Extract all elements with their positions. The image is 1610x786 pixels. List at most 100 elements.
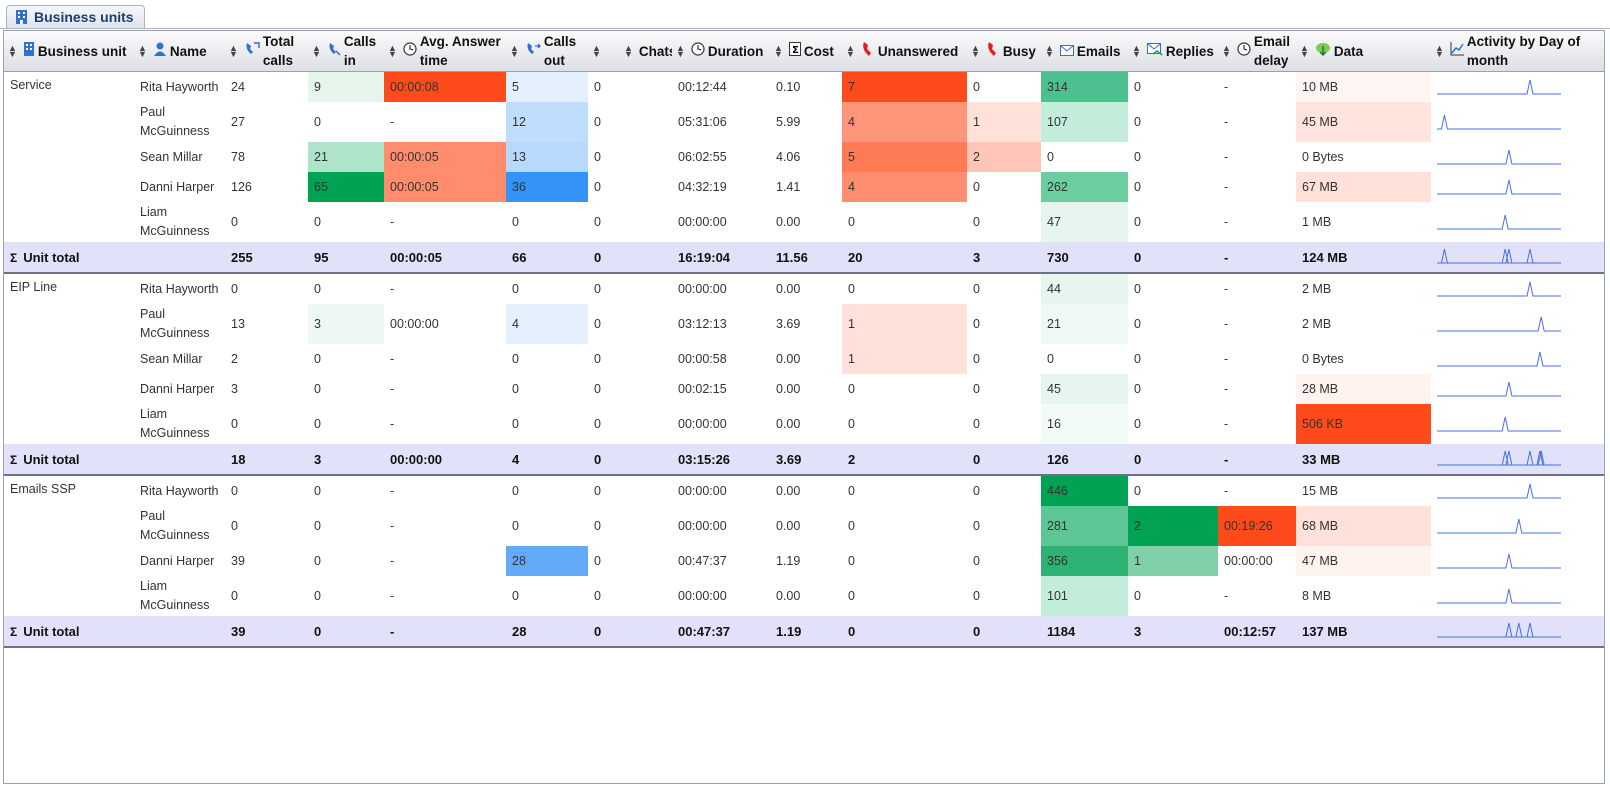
agent-name[interactable]: Paul McGuinness bbox=[140, 307, 210, 340]
cell-aat: - bbox=[390, 352, 395, 366]
table-row[interactable]: Sean Millar 2 0-0 0 00:00:58 0.00 1 0 0 0-0 Bytes bbox=[4, 344, 1604, 374]
agent-name[interactable]: Rita Hayworth bbox=[140, 79, 219, 94]
agent-name[interactable]: Sean Millar bbox=[140, 351, 203, 366]
table-row[interactable]: Danni Harper 39 0 - 28 0 00:47:37 1.19 0 0 356 1 00:… bbox=[4, 546, 1604, 576]
total-cell-total: 255 bbox=[225, 242, 308, 274]
column-header-unit[interactable]: ▲ ▼ Business unit bbox=[4, 31, 134, 72]
table-row[interactable]: Liam McGuinness 0 0 - 0 0 00:00:00 0.00 0 0 16 0 - 50… bbox=[4, 404, 1604, 444]
cell-out: 13 bbox=[506, 142, 588, 172]
table-row[interactable]: Liam McGuinness 0 0 - 0 0 00:00:00 0.00 0 0 47 0 - 1 … bbox=[4, 202, 1604, 242]
clock-icon bbox=[691, 41, 705, 61]
cell-cost: 0.00 bbox=[776, 382, 801, 396]
unit-total-text: Unit total bbox=[23, 451, 80, 467]
business-units-tab[interactable]: Business units bbox=[6, 5, 145, 28]
column-header-out[interactable]: ▲ ▼ Calls out bbox=[506, 31, 588, 72]
table-row[interactable]: Service Rita Hayworth 24 9 00:00:08 5 0 00:12:4… bbox=[4, 71, 1604, 102]
cell-activity bbox=[1431, 475, 1604, 506]
sort-arrows-icon[interactable]: ▲ ▼ bbox=[1132, 43, 1141, 59]
cell-busy: 0 bbox=[973, 352, 980, 366]
sort-arrows-icon[interactable]: ▲ ▼ bbox=[229, 43, 238, 59]
sort-arrows-icon[interactable]: ▲ ▼ bbox=[774, 43, 783, 59]
column-header-label: Calls out bbox=[543, 34, 577, 68]
table-row[interactable]: Sean Millar 78 21 00:00:05 13 0 06:02:55 4.06 5 2… bbox=[4, 142, 1604, 172]
sort-arrows-icon[interactable]: ▲ ▼ bbox=[312, 43, 321, 59]
table-row[interactable]: EIP Line Rita Hayworth 0 0 - 0 0 00:00:00 0.00 0 0… bbox=[4, 273, 1604, 304]
table-row[interactable]: Emails SSP Rita Hayworth 0 0 - 0 0 00:00:00 0.00… bbox=[4, 475, 1604, 506]
column-header-busy[interactable]: ▲ ▼ Busy bbox=[967, 31, 1041, 72]
sort-arrows-icon[interactable]: ▲ ▼ bbox=[138, 43, 147, 59]
total-cell-edelay: 00:12:57 bbox=[1218, 616, 1296, 648]
column-header-act[interactable]: ▲ ▼ Activity by Day of month bbox=[1431, 31, 1604, 72]
agent-name[interactable]: Danni Harper bbox=[140, 381, 215, 396]
sort-arrows-icon[interactable]: ▲ ▼ bbox=[1300, 43, 1309, 59]
agent-name[interactable]: Sean Millar bbox=[140, 149, 203, 164]
column-header-aat[interactable]: ▲ ▼ Avg. Answer time bbox=[384, 31, 506, 72]
sort-arrows-icon[interactable]: ▲ ▼ bbox=[1222, 43, 1231, 59]
total-cell-out: 28 bbox=[506, 616, 588, 648]
column-header-emails[interactable]: ▲ ▼ Emails bbox=[1041, 31, 1128, 72]
column-header-edelay[interactable]: ▲ ▼ Email delay bbox=[1218, 31, 1296, 72]
cell-total: 24 bbox=[231, 80, 245, 94]
sort-arrows-icon[interactable]: ▲ ▼ bbox=[1435, 43, 1444, 59]
column-header-label: Chats bbox=[638, 43, 677, 59]
cell-data: 8 MB bbox=[1302, 589, 1332, 603]
agent-name[interactable]: Danni Harper bbox=[140, 553, 215, 568]
agent-name[interactable]: Liam McGuinness bbox=[140, 407, 210, 440]
column-header-cost[interactable]: ▲ ▼ Σ Cost bbox=[770, 31, 842, 72]
sort-arrows-icon[interactable]: ▲ ▼ bbox=[971, 43, 980, 59]
agent-name[interactable]: Rita Hayworth bbox=[140, 483, 219, 498]
table-row[interactable]: Paul McGuinness 0 0 - 0 0 00:00:00 0.00 0 0 281 2 00… bbox=[4, 506, 1604, 546]
cell-unans: 0 bbox=[848, 417, 855, 431]
column-header-in[interactable]: ▲ ▼ Calls in bbox=[308, 31, 384, 72]
column-header-replies[interactable]: ▲ ▼ Replies bbox=[1128, 31, 1218, 72]
cell-replies: 0 bbox=[1134, 215, 1141, 229]
total-cell-chats bbox=[620, 444, 672, 476]
column-header-x[interactable]: ▲ ▼ bbox=[588, 31, 620, 72]
phone-in-icon bbox=[327, 41, 341, 62]
cell-out: 36 bbox=[506, 172, 588, 202]
table-row[interactable]: Paul McGuinness 27 0 - 12 0 05:31:06 5.99 4 1 107 0… bbox=[4, 102, 1604, 142]
agent-name[interactable]: Liam McGuinness bbox=[140, 579, 210, 612]
sort-arrows-icon[interactable]: ▲ ▼ bbox=[1045, 43, 1054, 59]
cell-busy: 0 bbox=[973, 589, 980, 603]
cell-activity bbox=[1431, 344, 1604, 374]
cell-x: 0 bbox=[594, 589, 601, 603]
sort-arrows-icon[interactable]: ▲ ▼ bbox=[8, 43, 17, 59]
cell-replies: 0 bbox=[1134, 589, 1141, 603]
sort-arrows-icon[interactable]: ▲ ▼ bbox=[846, 43, 855, 59]
column-header-total[interactable]: ▲ ▼ Total calls bbox=[225, 31, 308, 72]
column-header-unans[interactable]: ▲ ▼ Unanswered bbox=[842, 31, 967, 72]
sort-arrows-icon[interactable]: ▲ ▼ bbox=[676, 43, 685, 59]
column-header-label: Calls in bbox=[343, 34, 377, 68]
cell-aat: - bbox=[390, 554, 395, 568]
table-row[interactable]: Liam McGuinness 0 0 - 0 0 00:00:00 0.00 0 0 101 0 - 8… bbox=[4, 576, 1604, 616]
sort-arrows-icon[interactable]: ▲ ▼ bbox=[592, 43, 601, 59]
unit-total-text: Unit total bbox=[23, 623, 80, 639]
table-row[interactable]: Danni Harper 126 65 00:00:05 36 0 04:32:19 1.41… bbox=[4, 172, 1604, 202]
sort-arrows-icon[interactable]: ▲ ▼ bbox=[388, 43, 397, 59]
column-header-dur[interactable]: ▲ ▼ Duration bbox=[672, 31, 770, 72]
cell-x: 0 bbox=[594, 115, 601, 129]
cell-in: 0 bbox=[314, 352, 321, 366]
agent-name[interactable]: Paul McGuinness bbox=[140, 509, 210, 542]
total-cell-busy: 0 bbox=[967, 616, 1041, 648]
column-header-name[interactable]: ▲ ▼ Name bbox=[134, 31, 225, 72]
agent-name[interactable]: Liam McGuinness bbox=[140, 205, 210, 238]
column-header-chats[interactable]: ▲ ▼ Chats bbox=[620, 31, 676, 72]
total-cell-chats bbox=[620, 616, 672, 648]
table-row[interactable]: Paul McGuinness 13 3 00:00:00 4 0 03:12:13 3.69… bbox=[4, 304, 1604, 344]
cell-x: 0 bbox=[594, 80, 601, 94]
table-row[interactable]: Danni Harper 3 0 - 0 0 00:02:15 0.00 0 0 45 0 - 28 MB bbox=[4, 374, 1604, 404]
cell-edelay: 00:00:00 bbox=[1224, 554, 1273, 568]
sort-arrows-icon[interactable]: ▲ ▼ bbox=[510, 43, 519, 59]
agent-name[interactable]: Rita Hayworth bbox=[140, 281, 219, 296]
agent-name[interactable]: Danni Harper bbox=[140, 179, 215, 194]
agent-name[interactable]: Paul McGuinness bbox=[140, 105, 210, 138]
cell-replies: 0 bbox=[1134, 150, 1141, 164]
cell-replies: 0 bbox=[1134, 282, 1141, 296]
sort-arrows-icon[interactable]: ▲ ▼ bbox=[624, 43, 633, 59]
red-phone-icon bbox=[861, 41, 875, 62]
unit-total-row: Σ Unit total 255 95 00:00:05 66 0 16:19:04 11.56… bbox=[4, 242, 1604, 274]
cell-dur: 03:12:13 bbox=[678, 317, 727, 331]
column-header-data[interactable]: ▲ ▼ Data bbox=[1296, 31, 1431, 72]
